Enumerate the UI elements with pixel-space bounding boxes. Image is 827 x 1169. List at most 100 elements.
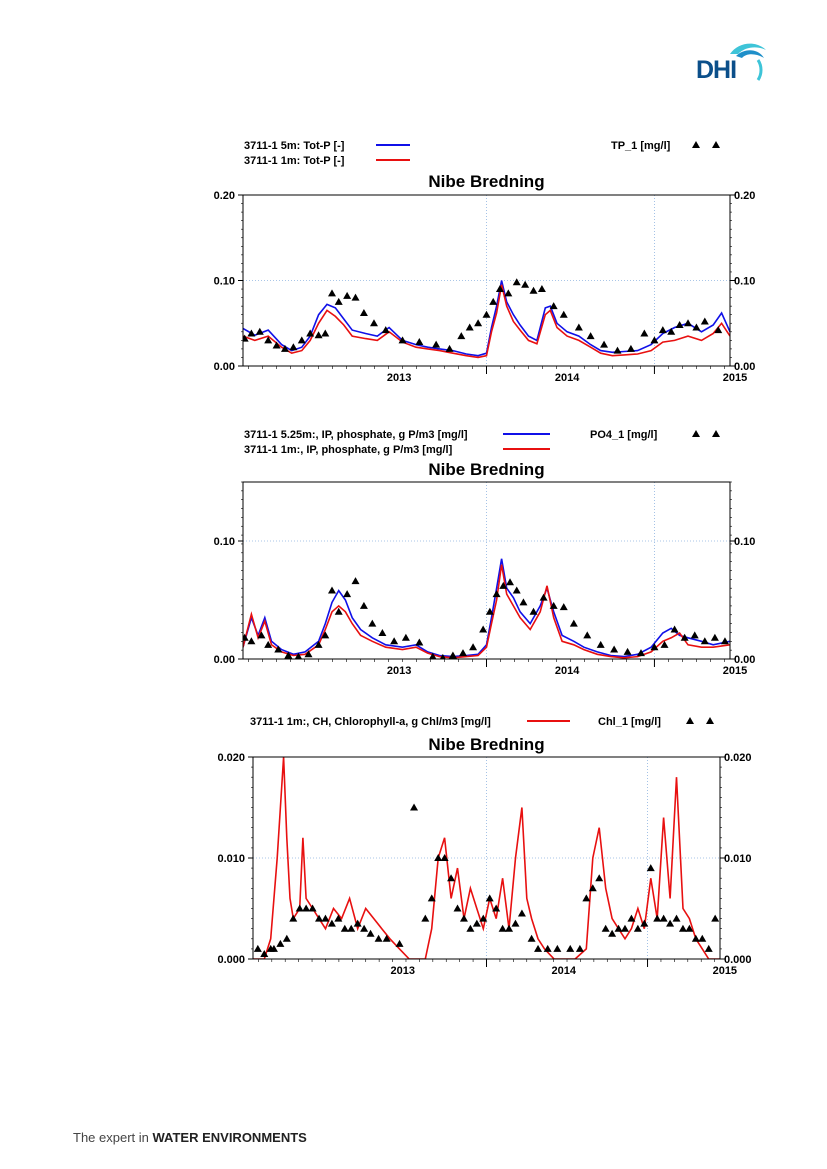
y-tick-label-right: 0.010 — [724, 853, 752, 865]
legend-marker-swatch — [706, 717, 714, 724]
chart-title: Nibe Bredning — [428, 735, 544, 754]
data-point-marker — [506, 578, 515, 586]
data-point-marker — [257, 631, 266, 639]
data-point-marker — [247, 637, 256, 645]
data-point-marker — [539, 593, 548, 601]
data-point-marker — [401, 633, 410, 641]
data-point-marker — [253, 944, 262, 952]
y-tick-label: 0.10 — [214, 536, 235, 548]
data-point-marker — [610, 645, 619, 653]
data-point-marker — [447, 874, 456, 882]
data-point-marker — [395, 939, 404, 947]
data-point-marker — [658, 326, 667, 334]
data-point-marker — [264, 640, 273, 648]
data-point-marker — [415, 638, 424, 646]
data-point-marker — [474, 319, 483, 327]
data-point-marker — [243, 334, 249, 342]
data-point-marker — [294, 652, 303, 659]
data-point-marker — [264, 336, 273, 344]
data-point-marker — [360, 924, 369, 932]
data-point-marker — [529, 286, 538, 294]
data-point-marker — [559, 310, 568, 318]
data-point-marker — [660, 640, 669, 648]
y-tick-label-right: 0.10 — [734, 536, 755, 548]
data-point-marker — [272, 341, 281, 349]
x-tick-label: 2015 — [723, 665, 747, 677]
data-point-marker — [698, 934, 707, 942]
data-point-marker — [321, 631, 330, 639]
data-point-marker — [466, 924, 475, 932]
legend-label: 3711-1 1m:, IP, phosphate, g P/m3 [mg/l] — [244, 444, 453, 456]
data-point-marker — [434, 854, 443, 861]
data-point-marker — [596, 640, 605, 648]
y-tick-label-right: 0.10 — [734, 276, 755, 288]
y-tick-label: 0.00 — [214, 361, 235, 373]
data-point-marker — [670, 625, 679, 633]
data-point-marker — [549, 601, 558, 609]
data-point-marker — [347, 924, 356, 932]
data-point-marker — [582, 894, 591, 902]
data-point-marker — [306, 329, 315, 337]
data-point-marker — [421, 914, 430, 922]
data-point-marker — [504, 289, 513, 297]
data-point-marker — [653, 914, 662, 922]
series-line — [243, 284, 730, 359]
data-point-marker — [626, 344, 635, 352]
legend-marker-swatch — [686, 717, 694, 724]
x-tick-label: 2015 — [713, 965, 737, 977]
legend-marker-label: PO4_1 [mg/l] — [590, 429, 658, 441]
data-point-marker — [601, 924, 610, 932]
data-point-marker — [274, 645, 283, 653]
data-point-marker — [537, 285, 546, 293]
data-point-marker — [457, 332, 466, 340]
data-point-marker — [280, 344, 289, 352]
data-point-marker — [343, 590, 352, 598]
data-point-marker — [650, 643, 659, 651]
data-point-marker — [574, 323, 583, 331]
data-point-marker — [308, 904, 317, 912]
legend-label: 3711-1 5m: Tot-P [-] — [244, 140, 345, 152]
data-point-marker — [588, 884, 597, 892]
data-point-marker — [521, 280, 530, 288]
marker-series — [243, 278, 723, 354]
data-point-marker — [465, 323, 474, 331]
data-point-marker — [381, 326, 390, 334]
legend-label: 3711-1 5.25m:, IP, phosphate, g P/m3 [mg… — [244, 429, 468, 441]
series-line — [243, 564, 730, 659]
data-point-marker — [321, 329, 330, 337]
data-point-marker — [489, 297, 498, 305]
data-point-marker — [498, 924, 507, 932]
data-point-marker — [633, 924, 642, 932]
x-tick-label: 2013 — [387, 372, 411, 384]
legend-marker-swatch — [712, 430, 720, 437]
data-point-marker — [534, 944, 543, 952]
data-point-marker — [614, 924, 623, 932]
data-point-marker — [340, 924, 349, 932]
data-point-marker — [517, 909, 526, 917]
data-point-marker — [575, 944, 584, 952]
data-point-marker — [297, 336, 306, 344]
data-point-marker — [440, 854, 449, 861]
data-point-marker — [608, 929, 617, 937]
data-point-marker — [691, 934, 700, 942]
data-point-marker — [640, 919, 649, 927]
data-point-marker — [650, 336, 659, 344]
data-point-marker — [636, 649, 645, 657]
data-point-marker — [646, 864, 655, 872]
data-point-marker — [700, 637, 709, 645]
data-point-marker — [448, 651, 457, 659]
legend-label: 3711-1 1m: Tot-P [-] — [244, 155, 345, 167]
data-point-marker — [284, 651, 293, 659]
series-line — [243, 280, 730, 357]
data-point-marker — [469, 643, 478, 651]
data-point-marker — [499, 581, 508, 589]
data-point-marker — [351, 293, 360, 301]
data-point-marker — [255, 327, 264, 335]
data-point-marker — [343, 291, 352, 299]
y-tick-label: 0.000 — [217, 954, 245, 966]
chart-3: 3711-1 1m:, CH, Chlorophyll-a, g Chl/m3 … — [217, 716, 751, 977]
data-point-marker — [482, 310, 491, 318]
data-point-marker — [366, 929, 375, 937]
data-point-marker — [659, 914, 668, 922]
x-tick-label: 2013 — [387, 665, 411, 677]
